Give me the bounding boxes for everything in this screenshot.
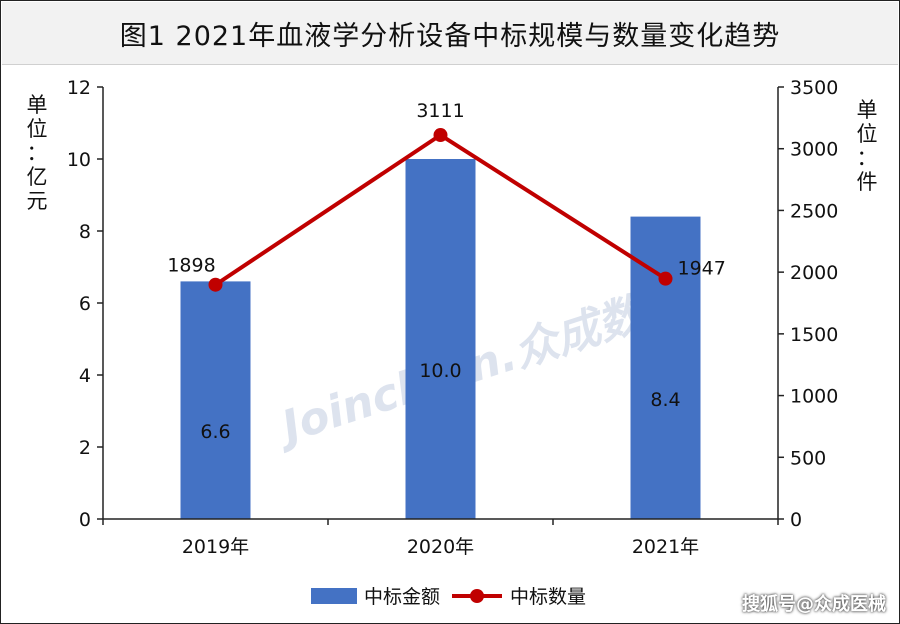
bar-value-label: 6.6 <box>200 421 230 443</box>
right-tick-label: 1000 <box>790 386 838 408</box>
right-ticks: 0 500 1000 1500 2000 2500 3000 3500 <box>778 77 838 531</box>
right-tick-label: 0 <box>790 509 802 531</box>
title-bar: 图1 2021年血液学分析设备中标规模与数量变化趋势 <box>2 2 898 65</box>
left-tick-label: 4 <box>79 365 91 387</box>
bar <box>180 281 251 519</box>
left-tick-label: 2 <box>79 437 91 459</box>
left-axis-unit: 单位：亿元 <box>27 93 48 213</box>
axis-unit-label: 单位：件 <box>857 98 878 194</box>
legend: 中标金额 中标数量 <box>311 586 586 608</box>
axis-unit-label: 单位：亿元 <box>27 93 48 213</box>
category-labels: 2019年 2020年 2021年 <box>102 519 779 558</box>
left-ticks: 0 2 4 6 8 10 12 <box>67 77 103 531</box>
left-tick-label: 8 <box>79 221 91 243</box>
line-marker <box>433 128 448 143</box>
left-tick-label: 6 <box>79 293 91 315</box>
line-value-label: 3111 <box>416 100 464 122</box>
category-label: 2019年 <box>182 536 249 558</box>
bar-value-label: 10.0 <box>419 360 461 382</box>
right-tick-label: 3500 <box>790 77 838 99</box>
bar <box>405 159 476 519</box>
bar <box>630 216 701 519</box>
line-series <box>208 128 673 292</box>
left-tick-label: 10 <box>67 149 91 171</box>
bar-series <box>180 159 701 519</box>
right-tick-label: 2500 <box>790 200 838 222</box>
legend-label-line: 中标数量 <box>510 586 586 608</box>
chart-title: 图1 2021年血液学分析设备中标规模与数量变化趋势 <box>119 20 781 52</box>
source-credit: 搜狐号@众成医械 <box>742 594 886 615</box>
left-tick-label: 0 <box>79 509 91 531</box>
right-tick-label: 2000 <box>790 262 838 284</box>
category-label: 2020年 <box>407 536 474 558</box>
left-tick-label: 12 <box>67 77 91 99</box>
line-value-label: 1947 <box>678 258 726 280</box>
right-tick-label: 3000 <box>790 139 838 161</box>
watermark: Joinchain.众成数科 <box>268 274 693 455</box>
right-tick-label: 1500 <box>790 324 838 346</box>
line-marker <box>208 277 223 292</box>
category-label: 2021年 <box>632 536 699 558</box>
legend-label-bar: 中标金额 <box>364 586 440 608</box>
legend-swatch-bar <box>311 588 357 604</box>
line-marker <box>658 271 673 286</box>
legend-swatch-marker <box>470 589 484 603</box>
bar-value-label: 8.4 <box>650 389 680 411</box>
data-labels: 6.6 10.0 8.4 1898 3111 1947 <box>167 100 726 443</box>
line-value-label: 1898 <box>167 255 215 277</box>
right-tick-label: 500 <box>790 447 826 469</box>
right-axis-unit: 单位：件 <box>857 98 878 194</box>
